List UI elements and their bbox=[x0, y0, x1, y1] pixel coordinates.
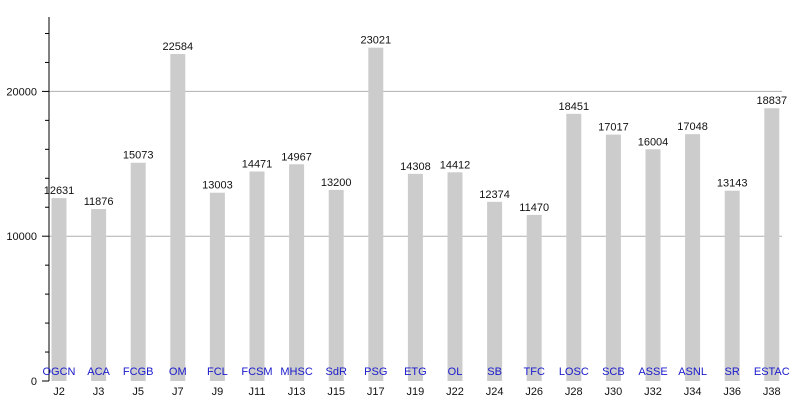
x-tick-label: J32 bbox=[644, 386, 662, 398]
bar bbox=[328, 189, 344, 381]
y-tick-label: 10000 bbox=[6, 231, 37, 243]
team-label: SdR bbox=[325, 366, 346, 378]
bar bbox=[407, 173, 423, 381]
bar-value-label: 16004 bbox=[638, 136, 669, 148]
team-label: ACA bbox=[87, 366, 110, 378]
label-layer: 0 10000 20000 12631 OGCN J2 11876 ACA J3 15073 FCG… bbox=[6, 35, 789, 398]
bar-value-label: 11470 bbox=[519, 202, 549, 214]
team-label: FCGB bbox=[123, 366, 154, 378]
team-label: LOSC bbox=[559, 366, 589, 378]
bar bbox=[170, 53, 186, 382]
bar-value-label: 22584 bbox=[163, 41, 194, 53]
team-label: SCB bbox=[602, 366, 625, 378]
bar-value-label: 17048 bbox=[677, 121, 708, 133]
x-tick-label: J3 bbox=[93, 386, 105, 398]
bar-value-label: 23021 bbox=[361, 35, 392, 47]
bar bbox=[724, 190, 740, 381]
y-tick-label: 0 bbox=[31, 376, 37, 388]
bar bbox=[209, 192, 225, 381]
team-label: OGCN bbox=[43, 366, 76, 378]
bar bbox=[685, 134, 701, 381]
x-tick-label: J38 bbox=[763, 386, 781, 398]
team-label: SR bbox=[725, 366, 740, 378]
y-tick-label: 20000 bbox=[6, 86, 37, 98]
bar bbox=[447, 172, 463, 381]
bar-value-label: 11876 bbox=[84, 196, 114, 208]
team-label: MHSC bbox=[280, 366, 312, 378]
bar bbox=[51, 198, 67, 381]
bar bbox=[566, 113, 582, 381]
bar-value-label: 14308 bbox=[400, 161, 431, 173]
team-label: ASSE bbox=[638, 366, 667, 378]
bar-value-label: 13200 bbox=[321, 177, 352, 189]
team-label: OL bbox=[448, 366, 463, 378]
bar-value-label: 18837 bbox=[757, 95, 788, 107]
x-tick-label: J17 bbox=[367, 386, 385, 398]
bar-value-label: 14471 bbox=[242, 158, 273, 170]
x-tick-label: J30 bbox=[605, 386, 623, 398]
x-tick-label: J24 bbox=[486, 386, 504, 398]
x-tick-label: J9 bbox=[212, 386, 224, 398]
bar bbox=[526, 214, 542, 381]
bar bbox=[645, 149, 661, 381]
team-label: FCL bbox=[207, 366, 228, 378]
bar bbox=[368, 47, 384, 382]
bar bbox=[130, 162, 146, 381]
bar-value-label: 17017 bbox=[598, 122, 629, 134]
bar bbox=[605, 134, 621, 381]
x-tick-label: J15 bbox=[327, 386, 345, 398]
x-tick-label: J19 bbox=[407, 386, 425, 398]
bar-layer bbox=[51, 47, 780, 382]
team-label: ASNL bbox=[678, 366, 707, 378]
bar-value-label: 12631 bbox=[44, 185, 75, 197]
team-label: TFC bbox=[524, 366, 545, 378]
bar bbox=[764, 108, 780, 382]
axis-layer bbox=[42, 17, 50, 382]
bar-value-label: 14412 bbox=[440, 159, 471, 171]
bar bbox=[249, 171, 265, 381]
bar-value-label: 15073 bbox=[123, 150, 154, 162]
x-tick-label: J7 bbox=[172, 386, 184, 398]
bar bbox=[91, 209, 107, 381]
bar bbox=[487, 201, 503, 381]
x-tick-label: J34 bbox=[684, 386, 702, 398]
team-label: FCSM bbox=[241, 366, 272, 378]
x-tick-label: J13 bbox=[288, 386, 306, 398]
team-label: PSG bbox=[364, 366, 387, 378]
team-label: ESTAC bbox=[754, 366, 790, 378]
bar-value-label: 18451 bbox=[559, 101, 590, 113]
x-tick-label: J22 bbox=[446, 386, 464, 398]
x-tick-label: J36 bbox=[723, 386, 741, 398]
bar-value-label: 12374 bbox=[479, 189, 510, 201]
bar-value-label: 13003 bbox=[202, 180, 233, 192]
bar-value-label: 13143 bbox=[717, 178, 748, 190]
team-label: ETG bbox=[404, 366, 427, 378]
x-tick-label: J2 bbox=[53, 386, 65, 398]
bar bbox=[289, 164, 305, 381]
x-tick-label: J5 bbox=[132, 386, 144, 398]
x-tick-label: J28 bbox=[565, 386, 583, 398]
team-label: OM bbox=[169, 366, 187, 378]
team-label: SB bbox=[487, 366, 502, 378]
bar-value-label: 14967 bbox=[281, 151, 312, 163]
x-tick-label: J26 bbox=[525, 386, 543, 398]
x-tick-label: J11 bbox=[249, 386, 266, 398]
